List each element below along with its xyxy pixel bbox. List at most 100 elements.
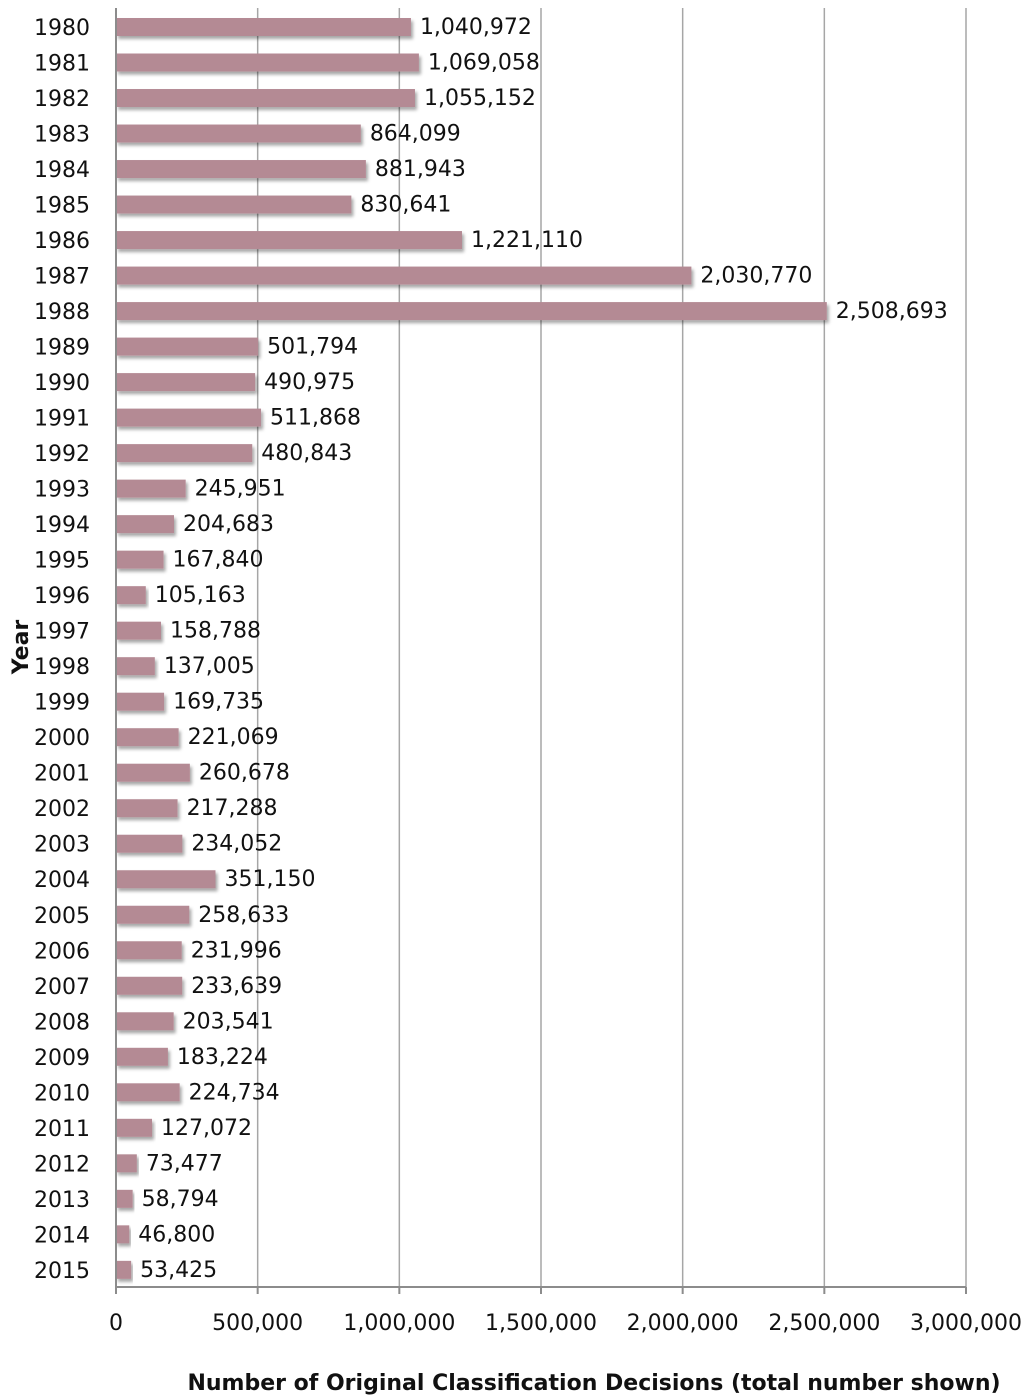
bar [116,1189,133,1208]
year-label: 1987 [34,265,90,290]
year-label: 2003 [34,833,90,858]
value-label: 1,221,110 [471,228,583,253]
bar [116,515,174,534]
year-label: 1991 [34,407,90,432]
bar [116,373,256,392]
year-label: 1986 [34,229,90,254]
value-label: 58,794 [142,1187,219,1212]
value-label: 183,224 [177,1045,268,1070]
bars [116,18,827,1279]
year-label: 1982 [34,87,90,112]
value-label: 490,975 [264,370,355,395]
value-label: 221,069 [188,725,279,750]
bar [116,1047,168,1066]
value-label: 127,072 [161,1116,252,1141]
bar [116,870,216,889]
value-label: 351,150 [224,867,315,892]
bar [116,266,692,285]
value-label: 73,477 [146,1151,223,1176]
bar [116,124,361,143]
bar [116,763,190,782]
year-label: 2008 [34,1010,90,1035]
value-label: 234,052 [191,832,282,857]
x-tick-label: 3,000,000 [910,1311,1022,1336]
bar [116,195,352,214]
axes [115,8,967,1294]
x-tick-label: 0 [109,1311,123,1336]
year-label: 1990 [34,371,90,396]
x-tick-label: 500,000 [212,1311,303,1336]
year-label: 2012 [34,1152,90,1177]
bar [116,621,161,640]
bar [116,728,179,747]
year-label: 1992 [34,442,90,467]
bar [116,1118,153,1137]
value-label: 480,843 [261,441,352,466]
value-label: 137,005 [164,654,255,679]
value-label: 231,996 [191,938,282,963]
value-label: 217,288 [187,796,278,821]
bar [116,160,366,179]
year-label: 1995 [34,549,90,574]
value-label: 1,040,972 [420,15,532,40]
bar [116,18,411,36]
bar [116,479,186,498]
value-label: 169,735 [173,690,264,715]
year-label: 1983 [34,123,90,148]
bar [116,550,164,569]
year-label: 2000 [34,726,90,751]
bar [116,905,190,924]
bar [116,231,462,250]
value-label: 46,800 [138,1222,215,1247]
year-label: 2002 [34,797,90,822]
value-label: 224,734 [189,1080,280,1105]
value-label: 511,868 [270,406,361,431]
x-tick-label: 2,500,000 [768,1311,880,1336]
x-tick-labels: 0 500,000 1,000,000 1,500,000 2,000,000 2,500… [109,1311,1022,1336]
year-label: 2005 [34,904,90,929]
x-tick-label: 1,500,000 [485,1311,597,1336]
year-labels: 1980 1981 1982 1983 1984 1985 1986 1987 1988 1989… [34,16,90,1284]
value-label: 864,099 [370,122,461,147]
year-label: 2010 [34,1081,90,1106]
value-label: 258,633 [198,903,289,928]
value-label: 203,541 [183,1009,274,1034]
year-label: 2004 [34,868,90,893]
value-label: 233,639 [191,974,282,999]
bar [116,337,259,356]
value-label: 245,951 [195,477,286,502]
value-label: 2,030,770 [700,264,812,289]
bar [116,302,827,321]
year-label: 1988 [34,300,90,325]
year-label: 1997 [34,620,90,645]
year-label: 1985 [34,194,90,219]
value-label: 830,641 [360,193,451,218]
year-label: 2006 [34,939,90,964]
gridlines [256,8,967,1287]
year-label: 2001 [34,762,90,787]
value-label: 105,163 [155,583,246,608]
value-label: 881,943 [375,157,466,182]
year-label: 1984 [34,158,90,183]
year-label: 2013 [34,1188,90,1213]
value-label: 53,425 [140,1258,217,1283]
value-label: 1,069,058 [428,51,540,76]
y-axis-title: Year [9,620,34,676]
bar [116,799,178,818]
year-label: 2015 [34,1259,90,1284]
bar [116,1012,174,1031]
year-label: 1980 [34,16,90,41]
year-label: 1996 [34,584,90,609]
value-label: 260,678 [199,761,290,786]
year-label: 1981 [34,52,90,77]
value-label: 167,840 [173,548,264,573]
bar [116,444,253,463]
value-label: 158,788 [170,619,261,644]
year-label: 1999 [34,691,90,716]
bar [116,1260,132,1279]
bar [116,1154,137,1173]
year-label: 2011 [34,1117,90,1142]
value-label: 2,508,693 [836,299,948,324]
value-labels: 1,040,972 1,069,058 1,055,152 864,099 881,94… [138,15,948,1283]
year-label: 1998 [34,655,90,680]
